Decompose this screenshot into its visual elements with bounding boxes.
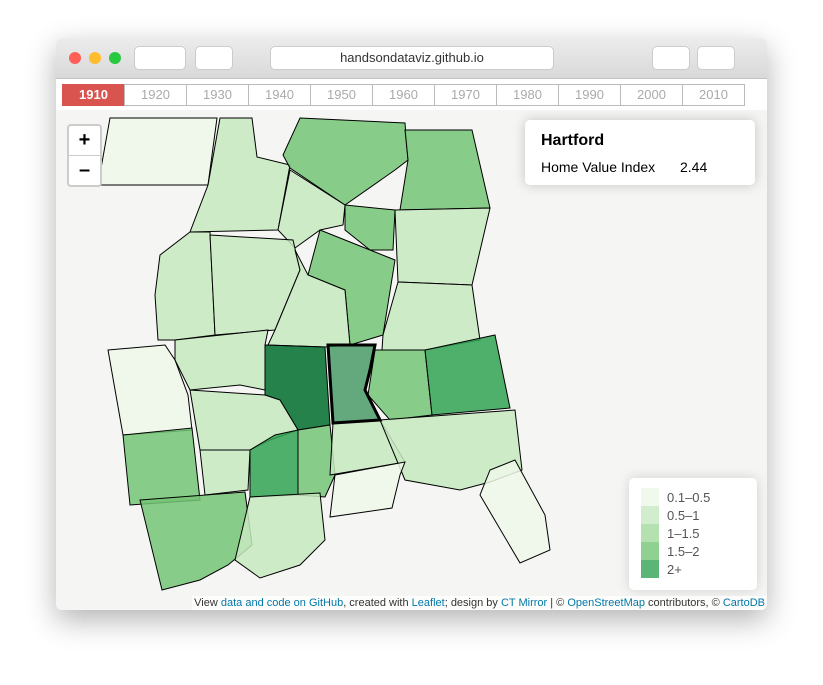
legend-label: 0.1–0.5 [667,489,711,505]
town-highlight[interactable] [326,343,383,425]
title-bar: handsondataviz.github.io [56,38,767,79]
legend-item: 0.1–0.5 [641,488,757,506]
town[interactable] [479,459,551,564]
town[interactable] [367,349,433,421]
year-bar: 1910 1920 1930 1940 1950 1960 1970 1980 1990 2000… [62,84,745,106]
zoom-in[interactable]: + [69,126,100,156]
town[interactable] [424,334,511,416]
map [56,110,767,610]
town[interactable] [139,491,253,591]
attribution-link[interactable]: Leaflet [411,597,445,609]
legend-label: 1–1.5 [667,525,700,541]
sidebar-button[interactable] [195,46,233,70]
legend-swatch [641,488,659,506]
legend-item: 0.5–1 [641,506,757,524]
attribution-link[interactable]: CartoDB [722,597,765,609]
town[interactable] [282,117,409,206]
share-button[interactable] [652,46,690,70]
browser-window: handsondataviz.github.io 1910 1920 1930 194… [56,38,767,610]
close[interactable] [69,52,81,64]
legend-item: 2+ [641,560,757,578]
town[interactable] [199,449,251,496]
town[interactable] [344,204,396,251]
tabs-button[interactable] [697,46,735,70]
town[interactable] [122,427,201,506]
attribution-link[interactable]: CT Mirror [500,597,548,609]
info-value: 2.44 [680,159,708,175]
legend-swatch [641,560,659,578]
nav-buttons[interactable] [134,46,186,70]
attribution-text: , created with [343,597,412,609]
attribution-link[interactable]: OpenStreetMap [567,597,645,609]
town[interactable] [329,461,406,518]
town[interactable] [399,129,491,211]
zoom-control: + – [67,124,102,187]
legend-item: 1–1.5 [641,524,757,542]
year-button[interactable]: 2010 [682,84,745,106]
attribution-text: ; design by [444,597,501,609]
year-button[interactable]: 2000 [620,84,683,106]
town[interactable] [154,231,216,341]
info-title: Hartford [541,132,605,149]
legend-swatch [641,542,659,560]
year-button[interactable]: 1960 [372,84,435,106]
town[interactable] [381,281,481,351]
zoom-out[interactable]: – [78,159,91,181]
town[interactable] [174,329,269,391]
legend-label: 0.5–1 [667,507,700,523]
year-button[interactable]: 1980 [496,84,559,106]
year-button[interactable]: 1920 [124,84,187,106]
town[interactable] [394,207,491,286]
minimize[interactable] [89,52,101,64]
year-button[interactable]: 1970 [434,84,497,106]
year-button[interactable]: 1930 [186,84,249,106]
towns [97,117,551,591]
attribution-text: | © [547,597,568,609]
attribution-text: contributors, © [645,597,723,609]
legend: 0.1–0.5 0.5–1 1–1.5 1.5–2 2+ [629,478,757,590]
map-svg [97,117,551,591]
legend-swatch [641,524,659,542]
maximize[interactable] [109,52,121,64]
attribution: View data and code on GitHub, created wi… [192,596,767,610]
attribution-text: View [194,597,221,609]
info-label: Home Value Index [541,159,656,175]
year-button[interactable]: 1950 [310,84,373,106]
year-button[interactable]: 1910 [62,84,125,106]
legend-label: 2+ [667,561,682,577]
town[interactable] [297,424,336,498]
year-button[interactable]: 1940 [248,84,311,106]
url[interactable]: handsondataviz.github.io [270,46,554,70]
legend-swatch [641,506,659,524]
year-button[interactable]: 1990 [558,84,621,106]
legend-item: 1.5–2 [641,542,757,560]
attribution-link[interactable]: data and code on GitHub [220,597,344,609]
info-box: Hartford Home Value Index 2.44 [525,120,755,185]
town[interactable] [234,492,326,579]
legend-label: 1.5–2 [667,543,700,559]
town[interactable] [97,117,218,186]
